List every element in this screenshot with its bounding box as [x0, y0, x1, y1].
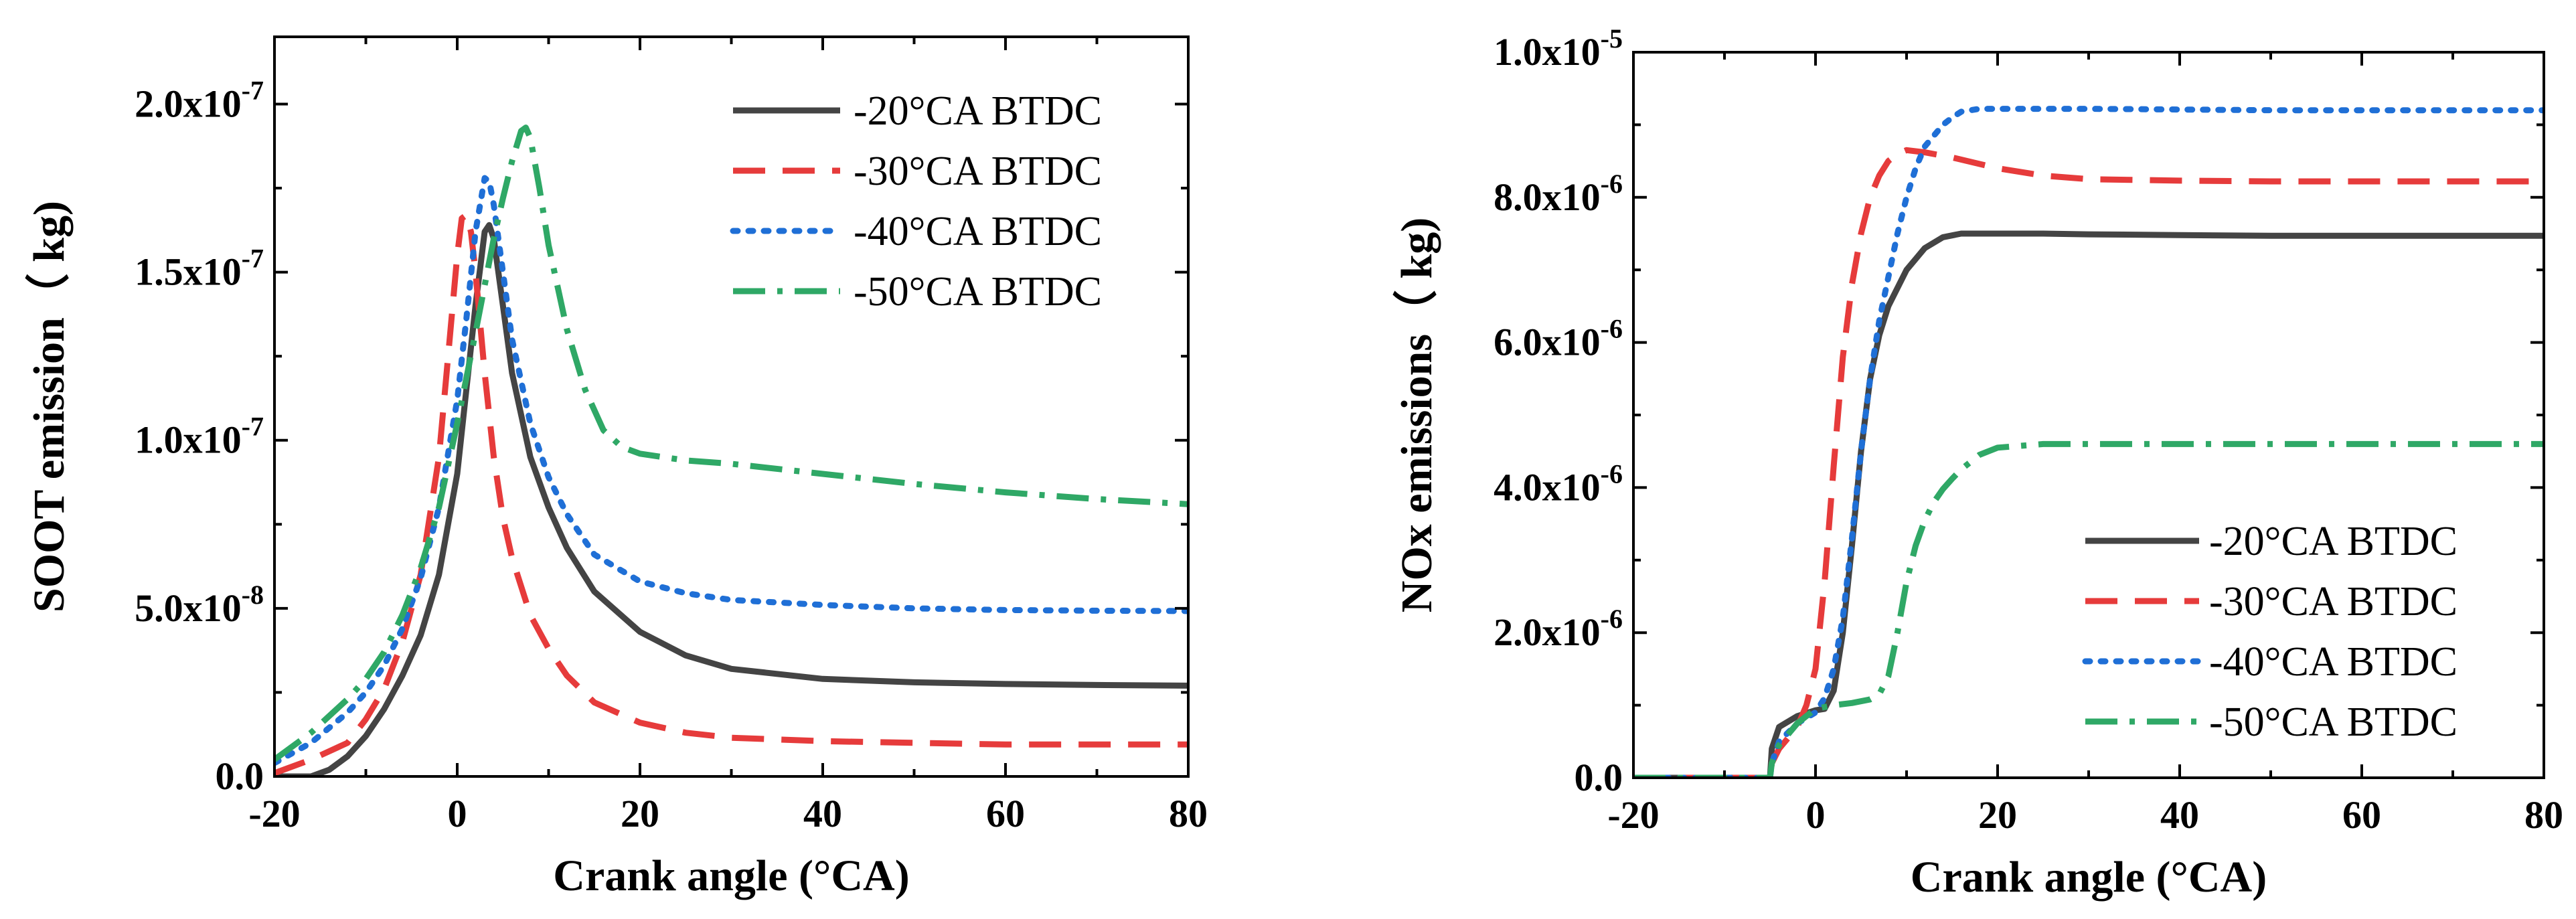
nox-x-tick-label: 60: [2342, 793, 2381, 837]
nox-x-axis-title: Crank angle (°CA): [1911, 853, 2267, 902]
soot-legend-label: -20°CA BTDC: [854, 88, 1102, 134]
soot-x-axis-title: Crank angle (°CA): [553, 851, 909, 900]
nox-y-tick-label: 4.0x10-6: [1494, 458, 1623, 509]
soot-x-tick-label: 20: [621, 792, 659, 835]
soot-legend-label: -30°CA BTDC: [854, 149, 1102, 194]
soot-legend: -20°CA BTDC -30°CA BTDC -40°CA BTDC -50°CA …: [730, 88, 1102, 315]
nox-legend: -20°CA BTDC -30°CA BTDC -40°CA BTDC -50°CA …: [2082, 519, 2458, 745]
soot-y-axis-title: SOOT emission（ kg): [24, 201, 74, 612]
nox-y-tick-label: 0.0: [1575, 756, 1623, 799]
soot-series-line-3: [274, 124, 1188, 762]
soot-y-tick-label: 2.0x10-7: [135, 75, 264, 125]
soot-x-tick-label: -20: [248, 792, 300, 835]
nox-x-tick-label: 20: [1978, 793, 2017, 837]
soot-y-tick-label: 0.0: [216, 754, 264, 798]
soot-y-tick-label: 1.5x10-7: [135, 244, 264, 294]
soot-series-line-1: [274, 212, 1188, 776]
nox-x-tick-label: 80: [2524, 793, 2563, 837]
nox-y-tick-label: 2.0x10-6: [1494, 604, 1623, 654]
nox-y-axis-title: NOx emissions（ kg): [1392, 218, 1441, 612]
soot-x-tick-label: 0: [448, 792, 467, 835]
soot-x-tick-label: 80: [1169, 792, 1208, 835]
soot-series-line-2: [274, 175, 1188, 766]
soot-legend-label: -50°CA BTDC: [854, 269, 1102, 315]
nox-y-tick-label: 1.0x10-5: [1494, 23, 1623, 74]
nox-x-tick-label: 40: [2160, 793, 2199, 837]
nox-x-tick-label: -20: [1607, 793, 1659, 837]
nox-series-line-0: [1633, 230, 2544, 778]
nox-chart: -20 0 20 40 60 80 0.0 2.0x10-6 4.0x10-6 6.0x10-6 8…: [1392, 23, 2563, 902]
nox-legend-label: -50°CA BTDC: [2209, 699, 2458, 745]
soot-y-tick-label: 1.0x10-7: [135, 412, 264, 462]
soot-x-tick-label: 60: [986, 792, 1025, 835]
nox-series-line-3: [1633, 440, 2544, 778]
nox-x-tick-label: 0: [1806, 793, 1826, 837]
nox-legend-label: -30°CA BTDC: [2209, 579, 2458, 624]
nox-legend-label: -40°CA BTDC: [2209, 639, 2458, 685]
soot-chart: -20 0 20 40 60 80 0.0 5.0x10-8 1.0x10-7 1.5x10-7 2…: [24, 35, 1208, 900]
soot-plot-frame: [273, 35, 1190, 778]
nox-y-tick-label: 8.0x10-6: [1494, 169, 1623, 219]
nox-legend-label: -20°CA BTDC: [2209, 519, 2458, 564]
soot-legend-label: -40°CA BTDC: [854, 209, 1102, 254]
soot-y-tick-label: 5.0x10-8: [135, 580, 264, 630]
soot-x-tick-label: 40: [803, 792, 842, 835]
nox-y-tick-label: 6.0x10-6: [1494, 314, 1623, 364]
